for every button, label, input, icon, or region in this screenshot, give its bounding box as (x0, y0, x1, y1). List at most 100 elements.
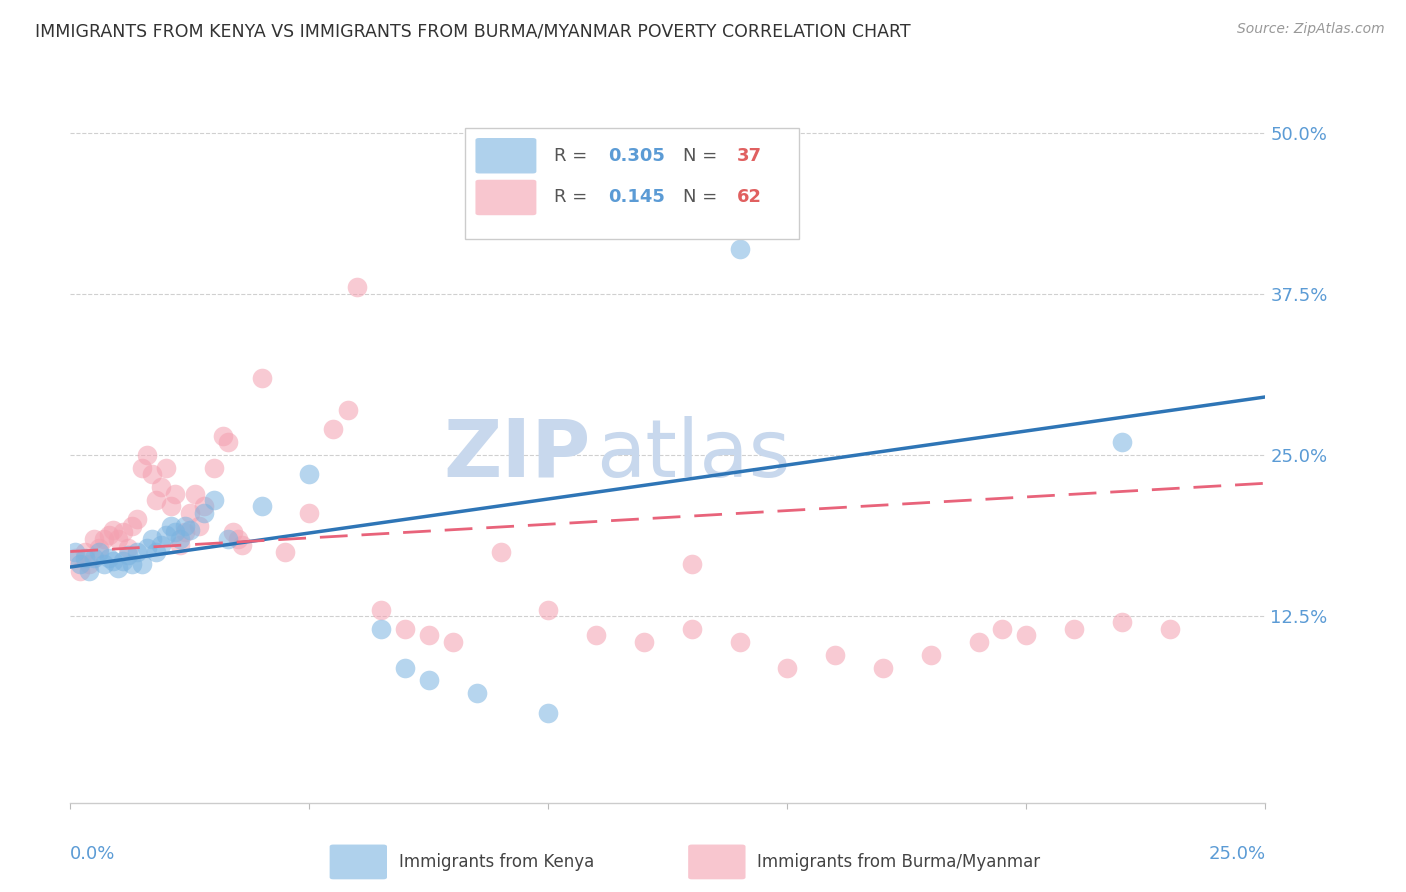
Point (776, 660, 799, 674)
Point (165, 486, 187, 500)
Point (633, 634, 655, 648)
Text: R =: R = (554, 188, 599, 206)
Point (188, 518, 211, 533)
Point (585, 628, 607, 642)
Point (107, 532, 129, 546)
Point (872, 660, 894, 674)
Point (418, 628, 440, 642)
Point (83, 551, 105, 566)
Point (73, 544, 96, 558)
Text: 0.305: 0.305 (609, 147, 665, 165)
Point (87, 544, 110, 558)
Text: IMMIGRANTS FROM KENYA VS IMMIGRANTS FROM BURMA/MYANMAR POVERTY CORRELATION CHART: IMMIGRANTS FROM KENYA VS IMMIGRANTS FROM… (35, 22, 911, 40)
Point (69, 564, 91, 578)
Point (1111, 615, 1133, 630)
Point (97, 528, 120, 542)
FancyBboxPatch shape (329, 845, 387, 880)
Point (212, 428, 235, 442)
Point (537, 706, 560, 720)
FancyBboxPatch shape (465, 128, 800, 239)
Point (394, 660, 416, 674)
Point (103, 523, 125, 537)
Point (141, 467, 163, 482)
Point (537, 602, 560, 616)
Point (370, 602, 392, 616)
Point (131, 460, 153, 475)
Point (169, 532, 191, 546)
Text: R =: R = (554, 147, 593, 165)
Point (991, 622, 1014, 636)
Point (63, 551, 86, 566)
Point (93, 532, 115, 546)
Point (165, 525, 187, 540)
Point (394, 622, 416, 636)
Point (87, 541, 110, 555)
Point (1159, 622, 1181, 636)
Text: 0.0%: 0.0% (70, 845, 115, 863)
Point (231, 538, 253, 552)
Point (121, 518, 143, 533)
Point (150, 538, 173, 552)
Point (159, 500, 181, 514)
Point (336, 402, 359, 417)
Text: 25.0%: 25.0% (1208, 845, 1265, 863)
Point (135, 541, 157, 555)
Point (174, 518, 197, 533)
Point (967, 634, 990, 648)
Point (418, 673, 440, 688)
Point (202, 460, 225, 475)
Point (121, 558, 143, 572)
Point (1063, 622, 1085, 636)
Text: 37: 37 (737, 147, 762, 165)
Point (69, 558, 91, 572)
Point (155, 460, 177, 475)
Point (681, 622, 703, 636)
Point (83, 532, 105, 546)
Point (111, 553, 134, 567)
Point (111, 525, 134, 540)
Point (145, 493, 167, 508)
Point (202, 493, 225, 508)
Point (97, 551, 120, 566)
Text: N =: N = (683, 188, 723, 206)
Point (131, 558, 153, 572)
Point (370, 622, 392, 636)
Text: Immigrants from Kenya: Immigrants from Kenya (399, 853, 595, 871)
FancyBboxPatch shape (688, 845, 745, 880)
Point (79, 558, 101, 572)
Point (920, 648, 942, 662)
Point (824, 648, 846, 662)
Point (193, 500, 215, 514)
Point (183, 486, 205, 500)
Point (127, 544, 149, 558)
Text: Immigrants from Burma/Myanmar: Immigrants from Burma/Myanmar (758, 853, 1040, 871)
Point (250, 370, 273, 384)
Point (250, 500, 273, 514)
Text: Source: ZipAtlas.com: Source: ZipAtlas.com (1237, 22, 1385, 37)
Point (226, 532, 249, 546)
Point (585, 184, 607, 198)
Point (145, 544, 167, 558)
Point (322, 422, 344, 436)
Point (150, 480, 173, 494)
Point (465, 686, 488, 700)
Point (174, 525, 197, 540)
Point (681, 558, 703, 572)
Point (127, 512, 149, 526)
Point (107, 561, 129, 575)
Point (728, 634, 751, 648)
Point (274, 544, 297, 558)
Point (1015, 628, 1038, 642)
Point (1111, 435, 1133, 450)
Text: 0.145: 0.145 (609, 188, 665, 206)
Point (222, 525, 245, 540)
Point (63, 544, 86, 558)
Point (489, 544, 512, 558)
FancyBboxPatch shape (475, 138, 537, 173)
Point (217, 435, 239, 450)
FancyBboxPatch shape (475, 180, 537, 215)
Point (441, 634, 464, 648)
Text: atlas: atlas (596, 416, 790, 494)
Point (169, 538, 191, 552)
Point (346, 280, 368, 294)
